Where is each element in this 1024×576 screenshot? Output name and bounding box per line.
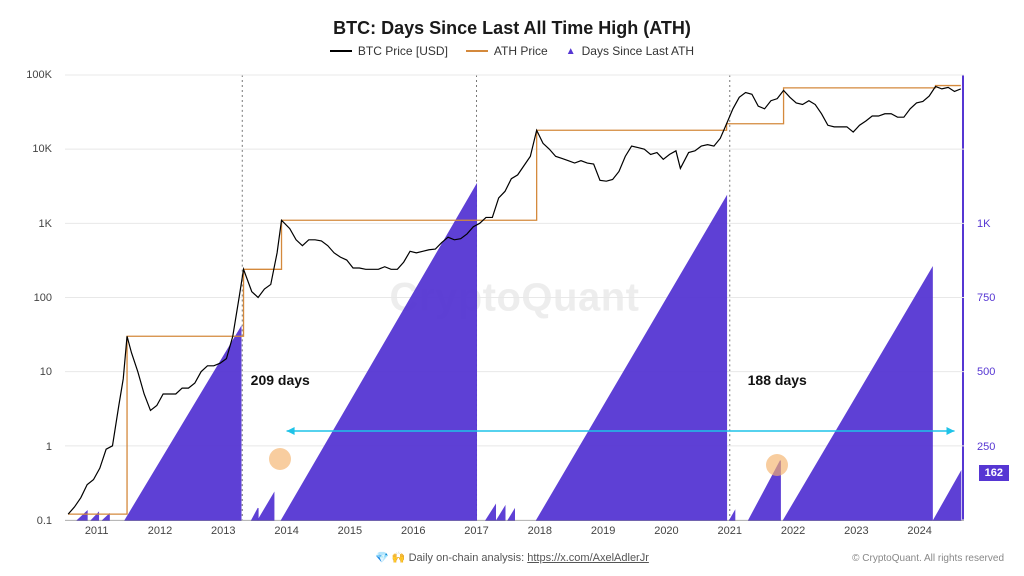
legend-item-days: ▲ Days Since Last ATH (566, 44, 694, 58)
x-tick: 2011 (85, 525, 109, 537)
annotation-label: 188 days (748, 372, 807, 388)
legend-swatch-btc (330, 50, 352, 52)
legend-item-ath: ATH Price (466, 44, 548, 58)
legend: BTC Price [USD] ATH Price ▲ Days Since L… (0, 44, 1024, 58)
legend-item-btc: BTC Price [USD] (330, 44, 448, 58)
annotation-label: 209 days (251, 372, 310, 388)
annotation-dot (269, 448, 291, 470)
legend-label-days: Days Since Last ATH (582, 44, 695, 58)
footer-link[interactable]: https://x.com/AxelAdlerJr (527, 552, 649, 564)
x-tick: 2012 (148, 525, 172, 537)
current-value-tag: 162 (979, 465, 1009, 481)
x-tick: 2023 (844, 525, 868, 537)
y-left-tick: 100 (34, 292, 52, 304)
y-left-tick: 1 (46, 441, 52, 453)
chart-svg (65, 75, 964, 520)
y-left-tick: 10 (40, 366, 52, 378)
legend-label-btc: BTC Price [USD] (358, 44, 448, 58)
x-tick: 2014 (274, 525, 298, 537)
y-left-tick: 100K (26, 69, 52, 81)
footer-text: Daily on-chain analysis: (409, 552, 525, 564)
y-left-tick: 0.1 (37, 515, 52, 527)
footer-emoji: 💎 🙌 (375, 552, 405, 564)
legend-label-ath: ATH Price (494, 44, 548, 58)
x-tick: 2016 (401, 525, 425, 537)
y-right-tick: 500 (977, 366, 995, 378)
y-right-tick: 750 (977, 292, 995, 304)
y-left-tick: 10K (32, 143, 52, 155)
y-right-tick: 1K (977, 218, 990, 230)
chart-container: BTC: Days Since Last All Time High (ATH)… (0, 0, 1024, 576)
x-tick: 2013 (211, 525, 235, 537)
x-tick: 2015 (338, 525, 362, 537)
legend-swatch-days: ▲ (566, 46, 576, 57)
x-tick: 2019 (591, 525, 615, 537)
legend-swatch-ath (466, 50, 488, 52)
x-tick: 2020 (654, 525, 678, 537)
y-axis-left: 0.11101001K10K100K (0, 75, 60, 521)
x-tick: 2017 (464, 525, 488, 537)
x-tick: 2021 (718, 525, 742, 537)
annotation-dot (766, 454, 788, 476)
y-left-tick: 1K (39, 218, 52, 230)
x-tick: 2018 (528, 525, 552, 537)
chart-title: BTC: Days Since Last All Time High (ATH) (0, 18, 1024, 39)
x-tick: 2022 (781, 525, 805, 537)
copyright: © CryptoQuant. All rights reserved (852, 553, 1004, 564)
x-tick: 2024 (907, 525, 931, 537)
y-right-tick: 250 (977, 441, 995, 453)
y-axis-right: 250 500 750 1K (969, 75, 1024, 521)
plot-area: CryptoQuant 209 days188 days162 (65, 75, 964, 521)
